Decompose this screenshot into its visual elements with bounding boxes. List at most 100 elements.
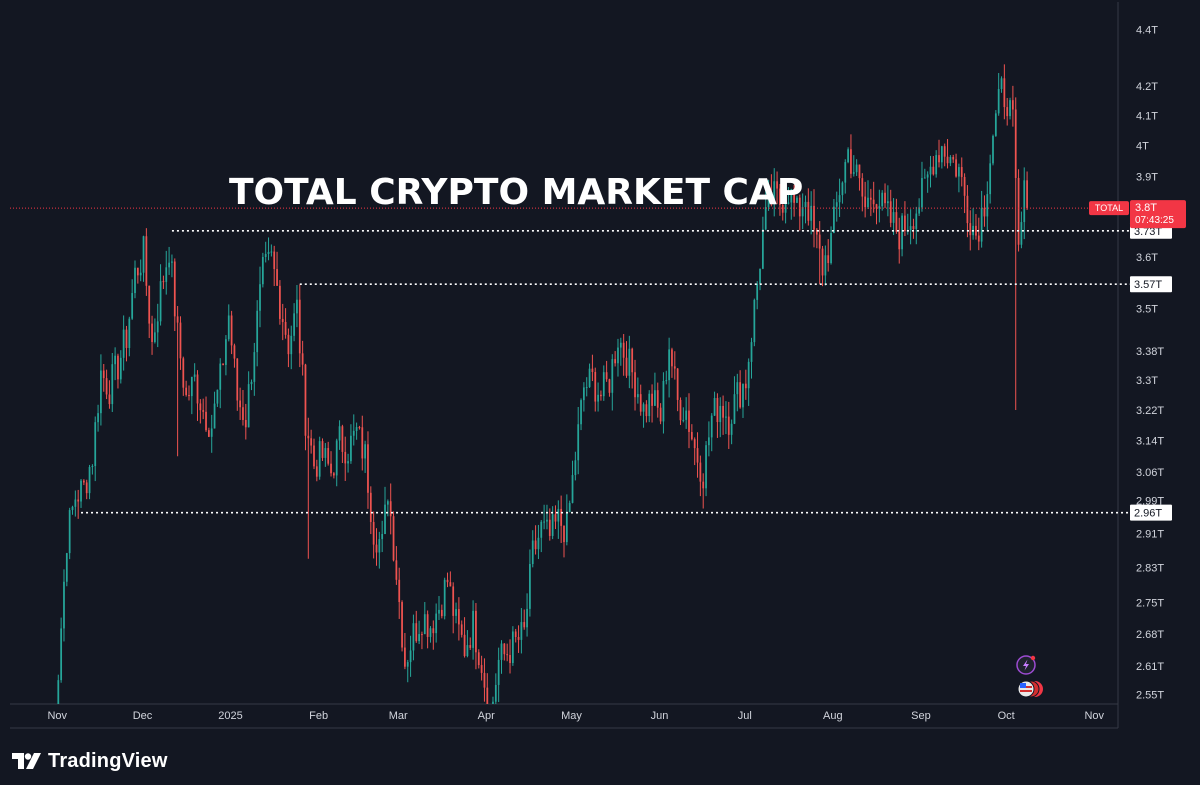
candle-body: [429, 628, 432, 637]
candle-body: [239, 400, 242, 408]
candle-body: [205, 411, 207, 431]
candle-body: [850, 149, 852, 174]
candle-body: [631, 348, 634, 373]
candle-body: [889, 201, 892, 223]
candle-body: [852, 172, 855, 174]
lightning-icon[interactable]: [1016, 655, 1036, 675]
candle-body: [983, 208, 986, 217]
candle-body: [395, 560, 398, 580]
candle-body: [492, 701, 494, 704]
candle-body: [165, 267, 168, 282]
candle-body: [673, 366, 676, 369]
candles: [57, 64, 1028, 704]
candle-body: [131, 293, 134, 319]
candle-body: [671, 349, 673, 367]
candle-body: [421, 634, 423, 636]
price-chart[interactable]: 3.73T 3.57T 2.96T 4.4T 4.2T 4.1T 4T 3.9T 3.6T 3.…: [0, 0, 1200, 740]
candle-body: [869, 197, 872, 200]
candle-body: [989, 163, 992, 195]
candle-body: [946, 156, 949, 164]
candle-body: [108, 394, 111, 405]
candle-body: [884, 192, 886, 204]
current-price-badge: TOTAL 3.8T 07:43:25: [1089, 200, 1186, 229]
candle-body: [779, 188, 781, 205]
y-tick-label: 3.06T: [1136, 467, 1164, 479]
candle-body: [742, 383, 744, 408]
candle-body: [733, 394, 736, 424]
candle-body: [472, 610, 474, 648]
candle-body: [938, 155, 940, 163]
candle-body: [409, 650, 412, 663]
candle-body: [761, 229, 764, 269]
x-tick-label: Dec: [133, 710, 153, 722]
candle-body: [923, 177, 926, 179]
x-axis-ticks[interactable]: Nov Dec 2025 Feb Mar Apr May Jun Jul Aug Sep Oct Nov: [47, 710, 1104, 722]
candle-body: [668, 349, 670, 381]
price-level-label: 2.96T: [1134, 508, 1162, 520]
candle-body: [494, 684, 497, 702]
candle-body: [921, 178, 923, 208]
candle-body: [807, 201, 810, 221]
candle-body: [571, 475, 574, 503]
candle-body: [210, 428, 213, 437]
price-badge-box: [1130, 200, 1186, 229]
candle-body: [279, 285, 281, 319]
candle-body: [617, 347, 619, 364]
price-level-badge: [1130, 276, 1172, 293]
flag-icon[interactable]: [1017, 680, 1043, 698]
candle-body: [1014, 109, 1017, 178]
candle-body: [321, 441, 324, 458]
candle-body: [466, 645, 469, 657]
candle-body: [219, 363, 222, 390]
candle-body: [688, 410, 690, 432]
candle-body: [71, 506, 74, 511]
candle-body: [154, 332, 156, 342]
price-level-label: 3.57T: [1134, 279, 1162, 291]
candle-body: [781, 204, 784, 213]
candle-body: [171, 261, 173, 263]
candle-body: [196, 374, 199, 404]
candle-body: [955, 159, 957, 177]
candle-body: [122, 329, 125, 358]
candle-body: [563, 525, 565, 543]
candle-body: [628, 348, 631, 376]
y-tick-label: 3.22T: [1136, 405, 1164, 417]
candle-body: [415, 623, 418, 642]
y-tick-label: 2.75T: [1136, 597, 1164, 609]
candle-body: [438, 609, 440, 614]
candle-body: [747, 361, 750, 389]
y-tick-label: 4.2T: [1136, 81, 1158, 93]
tradingview-brand[interactable]: TradingView: [12, 746, 168, 776]
candle-body: [725, 416, 727, 418]
candle-body: [986, 194, 989, 217]
x-tick-label: Feb: [309, 710, 328, 722]
y-tick-label: 4.1T: [1136, 110, 1158, 122]
candle-body: [835, 202, 838, 207]
candle-body: [389, 501, 392, 517]
candle-body: [216, 389, 219, 404]
candle-body: [1006, 107, 1009, 117]
candle-body: [605, 372, 608, 380]
candle-body: [855, 164, 858, 173]
price-level-label: 3.73T: [1134, 226, 1162, 238]
candle-body: [344, 451, 347, 464]
candle-body: [568, 502, 571, 513]
plot-area[interactable]: [10, 2, 1118, 704]
candle-body: [813, 205, 815, 230]
candle-body: [225, 339, 227, 365]
candle-body: [190, 376, 193, 397]
candle-body: [622, 342, 625, 358]
candle-body: [597, 394, 599, 402]
candle-body: [537, 537, 540, 550]
candle-body: [446, 579, 449, 583]
candle-body: [997, 89, 1000, 114]
candle-body: [722, 405, 724, 418]
candle-body: [892, 212, 895, 223]
candle-body: [233, 345, 236, 359]
candle-body: [244, 419, 247, 428]
candle-body: [88, 466, 91, 494]
candle-body: [230, 315, 233, 346]
candle-body: [611, 359, 614, 393]
candle-body: [301, 353, 304, 365]
candle-body: [139, 272, 142, 276]
